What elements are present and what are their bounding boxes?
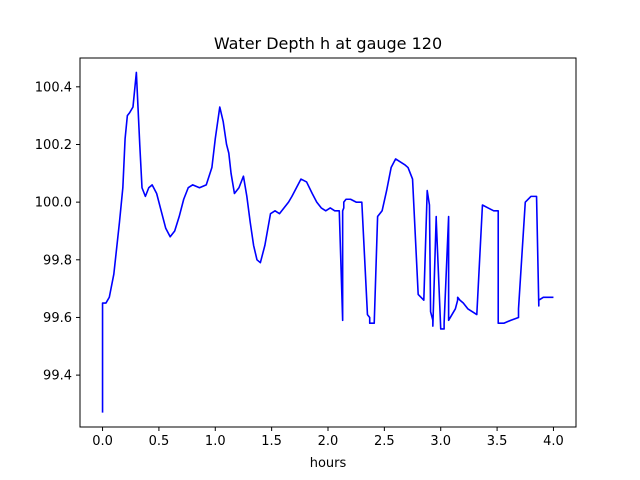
x-axis-label: hours [310,456,347,471]
y-tick-label: 100.2 [35,138,72,153]
plot-line-layer [101,71,554,413]
x-tick-label: 0.0 [92,434,113,449]
x-tick-label: 1.5 [261,434,282,449]
y-tick-label: 100.4 [35,80,72,95]
y-axis: 99.4 99.6 99.8 100.0 100.2 100.4 [35,80,80,384]
x-tick-label: 3.0 [430,434,451,449]
x-tick-label: 1.0 [205,434,226,449]
x-tick-label: 2.0 [318,434,339,449]
y-tick-label: 99.4 [43,369,72,384]
series-line-0 [101,71,554,413]
y-tick-label: 99.8 [43,253,72,268]
y-tick-label: 99.6 [43,311,72,326]
chart-title: Water Depth h at gauge 120 [214,34,442,53]
x-axis: 0.0 0.5 1.0 1.5 2.0 2.5 3.0 3.5 4.0 [92,427,564,449]
x-tick-label: 0.5 [149,434,170,449]
x-tick-label: 4.0 [543,434,564,449]
x-tick-label: 3.5 [487,434,508,449]
y-tick-label: 100.0 [35,196,72,211]
x-tick-label: 2.5 [374,434,395,449]
